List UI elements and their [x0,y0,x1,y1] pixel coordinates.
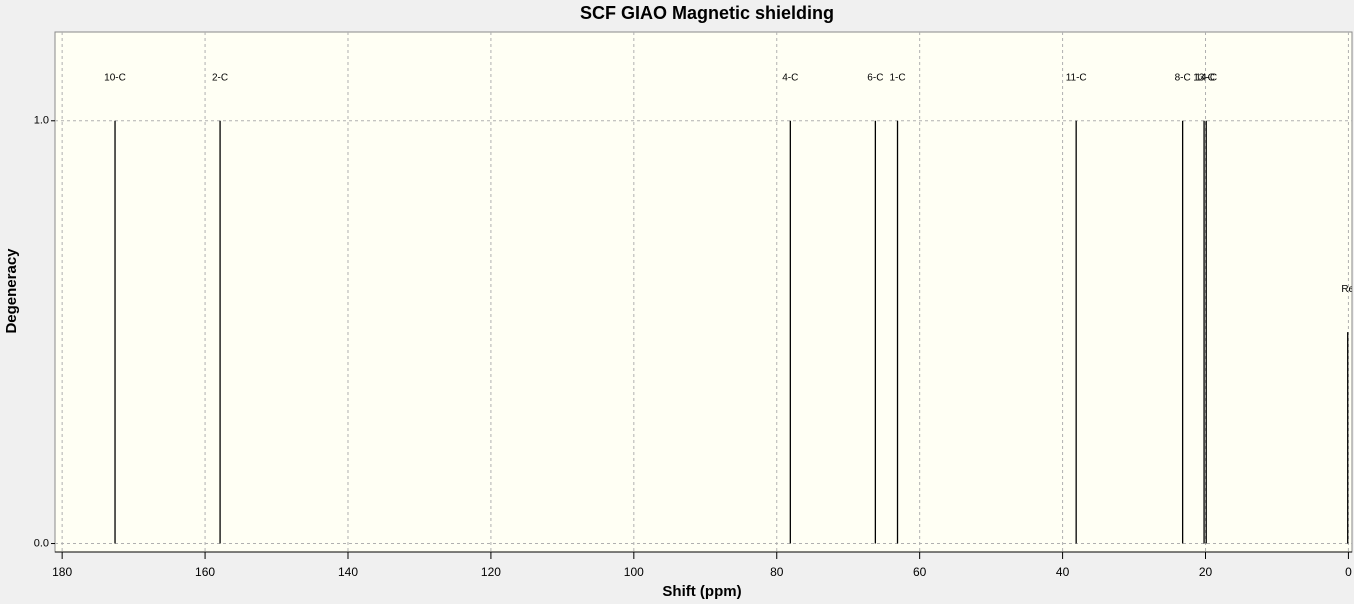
chart-title: SCF GIAO Magnetic shielding [580,3,834,23]
x-tick-label: 20 [1199,565,1213,579]
x-tick-label: 100 [624,565,644,579]
peak-label: 11-C [1066,72,1087,83]
y-axis-label: Degeneracy [3,248,20,334]
plot-area [54,31,1353,553]
peak-label: 6-C [867,72,883,83]
x-axis-label: Shift (ppm) [662,583,741,600]
peak-label: 13-C [1193,72,1215,83]
x-tick-label: 120 [481,565,501,579]
x-tick-label: 40 [1056,565,1070,579]
peak-label: 2-C [212,72,228,83]
x-tick-label: 60 [913,565,927,579]
peak-label: 4-C [782,72,798,83]
peak-label: 8-C [1175,72,1191,83]
x-tick-label: 180 [52,565,72,579]
plot: 10-C 2-C 4-C 6-C 1-C 11-C 8-C 13-C14-C Re [55,32,1354,552]
peak-label: 14-C [1195,72,1217,83]
y-tick-label: 0.0 [34,537,49,549]
y-tick-label: 1.0 [34,115,49,127]
x-tick-label: 0 [1345,565,1352,579]
x-tick-label: 80 [770,565,784,579]
peak-label: 1-C [889,72,905,83]
x-tick-label: 160 [195,565,215,579]
x-tick-label: 140 [338,565,358,579]
peak-label: Re [1341,284,1354,295]
peak-label: 10-C [104,72,126,83]
